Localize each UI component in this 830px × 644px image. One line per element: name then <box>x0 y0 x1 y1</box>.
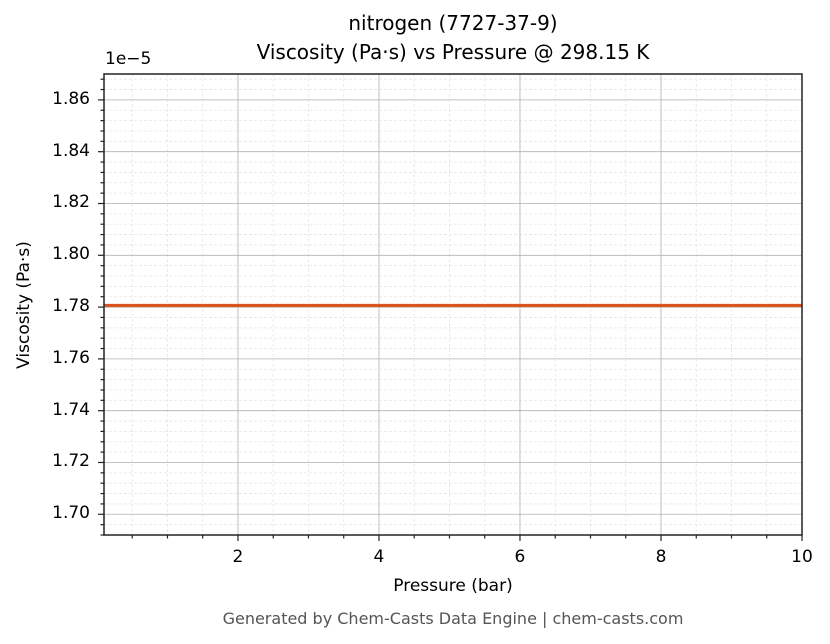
x-axis-label: Pressure (bar) <box>393 576 513 596</box>
x-tick-label: 2 <box>232 547 244 567</box>
y-tick-label: 1.72 <box>52 451 90 472</box>
y-tick-label: 1.80 <box>52 244 90 265</box>
y-axis-label: Viscosity (Pa·s) <box>14 241 34 369</box>
y-tick-label: 1.74 <box>52 399 90 420</box>
x-tick-label: 8 <box>655 547 667 567</box>
y-tick-label: 1.82 <box>52 192 90 213</box>
y-tick-label: 1.78 <box>52 296 90 317</box>
x-tick-label: 10 <box>791 547 813 567</box>
chart-subtitle: Viscosity (Pa·s) vs Pressure @ 298.15 K <box>256 40 650 64</box>
x-tick-label: 4 <box>373 547 385 567</box>
footer-credit: Generated by Chem-Casts Data Engine | ch… <box>222 609 684 628</box>
chart-title: nitrogen (7727-37-9) <box>348 11 558 35</box>
y-tick-label: 1.84 <box>52 140 90 161</box>
y-tick-label: 1.76 <box>52 347 90 368</box>
y-tick-label: 1.86 <box>52 88 90 109</box>
y-offset-label: 1e−5 <box>105 49 152 69</box>
y-tick-label: 1.70 <box>52 503 90 524</box>
x-tick-label: 6 <box>514 547 526 567</box>
axes-frame <box>103 73 803 536</box>
